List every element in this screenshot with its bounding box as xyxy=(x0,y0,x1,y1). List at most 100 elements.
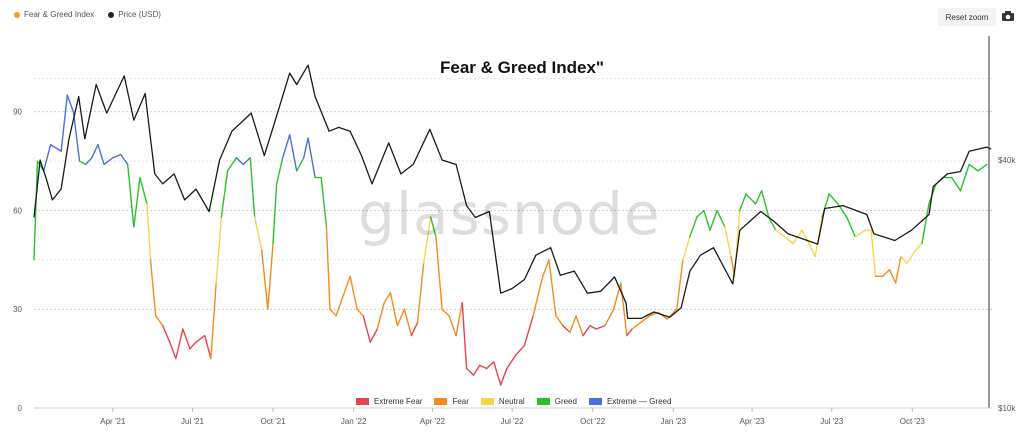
fgi-segment xyxy=(441,308,450,317)
fgi-segment xyxy=(226,157,237,172)
fgi-segment xyxy=(155,315,164,327)
reset-zoom-button[interactable]: Reset zoom xyxy=(938,8,996,26)
fgi-segment xyxy=(486,361,495,370)
fgi-segment xyxy=(455,301,463,337)
fgi-segment xyxy=(260,249,269,310)
watermark: glassnode xyxy=(358,180,661,248)
fgi-segment xyxy=(376,301,385,330)
legend-item-fgi[interactable]: Fear & Greed Index xyxy=(14,10,94,19)
fgi-segment xyxy=(959,163,970,192)
fgi-segment xyxy=(253,216,263,251)
fgi-segment xyxy=(242,157,251,166)
fgi-segment xyxy=(968,163,979,172)
legend-item-price[interactable]: Price (USD) xyxy=(108,10,161,19)
chart-title: Fear & Greed Index" xyxy=(440,58,604,77)
fgi-segment xyxy=(915,242,923,251)
zone-swatch xyxy=(434,398,448,405)
fgi-segment xyxy=(91,143,99,159)
x-tick-label: Oct '22 xyxy=(580,417,606,426)
fgi-segment xyxy=(906,249,917,264)
fgi-segment xyxy=(500,367,508,386)
fgi-segment xyxy=(133,176,141,228)
fgi-segment xyxy=(548,259,557,317)
fgi-segment xyxy=(828,193,839,205)
fgi-segment xyxy=(783,236,794,245)
fgi-segment xyxy=(575,315,584,337)
fgi-segment xyxy=(881,269,891,278)
fgi-segment xyxy=(146,203,152,261)
fgi-segment xyxy=(429,216,437,238)
fgi-segment xyxy=(582,324,591,337)
fgi-segment xyxy=(329,308,337,317)
x-tick-label: Jul '21 xyxy=(181,417,204,426)
fgi-segment xyxy=(112,153,122,159)
fgi-segment xyxy=(383,292,392,304)
camera-icon[interactable] xyxy=(1001,10,1015,22)
fgi-segment xyxy=(854,229,866,238)
fgi-segment xyxy=(97,143,105,166)
fgi-segment xyxy=(396,308,406,327)
fgi-segment xyxy=(666,308,678,320)
fgi-segment xyxy=(307,137,316,179)
fgi-segment xyxy=(461,301,468,370)
fgi-segment xyxy=(78,160,87,166)
fgi-segment xyxy=(506,354,517,370)
fgi-segment xyxy=(403,308,413,337)
fgi-segment xyxy=(410,321,419,337)
fgi-segment xyxy=(760,190,770,218)
left-tick-label: 30 xyxy=(13,305,22,314)
price-dot-icon xyxy=(108,11,115,18)
fgi-segment xyxy=(362,315,371,343)
fgi-segment xyxy=(569,315,577,333)
zone-legend-item[interactable]: Extreme — Greed xyxy=(588,397,672,406)
fgi-segment xyxy=(84,157,93,166)
fgi-segment xyxy=(175,328,184,360)
fgi-segment xyxy=(745,193,757,205)
zone-legend-label: Extreme Fear xyxy=(374,397,423,406)
fgi-segment xyxy=(149,259,157,317)
fgi-segment xyxy=(272,183,278,245)
fgi-segment xyxy=(676,259,684,310)
fgi-segment xyxy=(33,160,39,261)
legend-fgi-label: Fear & Greed Index xyxy=(24,10,95,19)
top-legend: Fear & Greed Index Price (USD) xyxy=(14,10,161,19)
fgi-segment xyxy=(631,321,642,330)
fgi-segment xyxy=(472,364,481,376)
fgi-segment xyxy=(589,324,597,330)
fgi-segment xyxy=(532,275,544,317)
zone-legend-item[interactable]: Extreme Fear xyxy=(356,397,422,406)
zone-swatch xyxy=(536,398,550,405)
fgi-segment xyxy=(775,229,786,238)
fgi-segment xyxy=(620,282,628,337)
fgi-segment xyxy=(320,176,328,228)
x-tick-label: Jul '23 xyxy=(820,417,843,426)
fgi-segment xyxy=(754,190,763,205)
zone-legend-item[interactable]: Greed xyxy=(536,397,577,406)
fgi-segment xyxy=(389,292,399,327)
zone-legend-item[interactable]: Neutral xyxy=(480,397,525,406)
fgi-segment xyxy=(49,143,62,152)
fgi-segment xyxy=(72,111,81,162)
price-series xyxy=(33,64,992,320)
fgi-segment xyxy=(422,216,432,264)
fgi-segment xyxy=(342,275,351,297)
fgi-segment xyxy=(289,134,298,172)
axes: 0 30 60 90 $10k $40k Apr '21 Jul '21 Oct '21 Jan … xyxy=(13,36,1016,426)
zone-legend-label: Extreme — Greed xyxy=(606,397,672,406)
fgi-segment xyxy=(249,157,256,218)
fgi-segment xyxy=(845,216,857,238)
x-tick-label: Oct '23 xyxy=(900,417,926,426)
fgi-segment xyxy=(894,255,902,284)
fgi-segment xyxy=(42,143,52,172)
fgi-segment xyxy=(626,328,633,337)
x-tick-label: Apr '21 xyxy=(100,417,126,426)
fgi-segment xyxy=(189,341,197,350)
zone-legend: Extreme Fear Fear Neutral Greed Extreme — Gr… xyxy=(356,397,671,406)
fgi-segment xyxy=(808,242,816,258)
zone-legend-item[interactable]: Fear xyxy=(434,397,469,406)
fgi-segment xyxy=(562,324,571,333)
zone-swatch xyxy=(480,398,494,405)
x-tick-label: Oct '21 xyxy=(261,417,287,426)
